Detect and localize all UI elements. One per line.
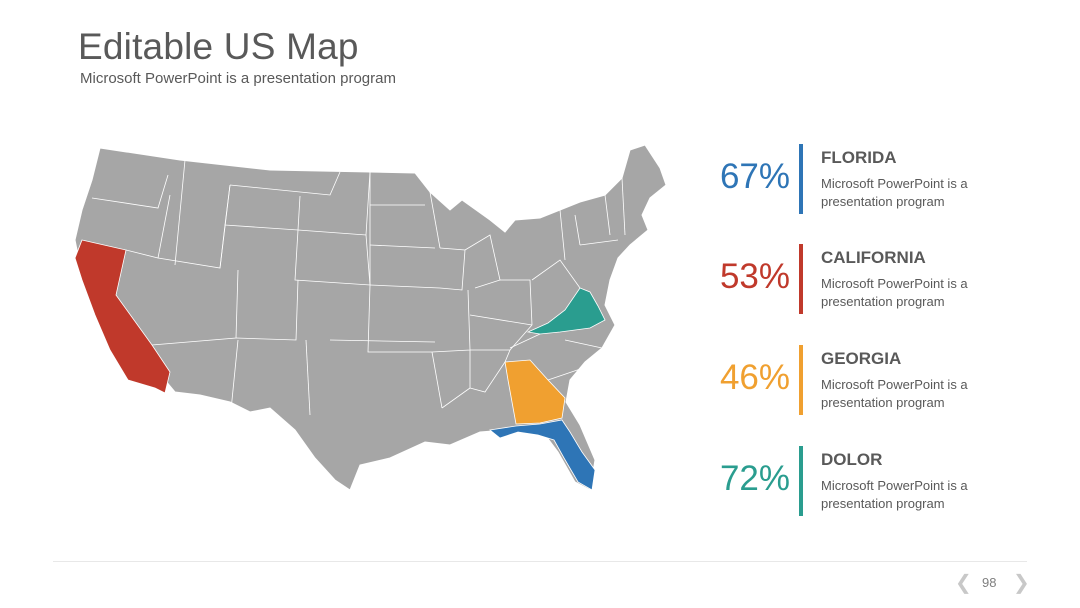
stat-percent: 67% [719, 157, 790, 196]
slide-title: Editable US Map [78, 26, 359, 67]
page-number: 98 [982, 575, 997, 590]
stat-description: Microsoft PowerPoint is a presentation p… [821, 377, 968, 410]
state-georgia [504, 359, 566, 425]
us-map [70, 140, 670, 505]
stat-name: CALIFORNIA [821, 248, 926, 267]
footer-divider [53, 561, 1027, 562]
state-virginia [526, 287, 606, 335]
chevron-left-icon[interactable]: ❮ [955, 572, 972, 594]
stat-bar [799, 244, 803, 314]
chevron-right-icon[interactable]: ❯ [1013, 572, 1030, 594]
stat-description: Microsoft PowerPoint is a presentation p… [821, 176, 968, 209]
stat-description: Microsoft PowerPoint is a presentation p… [821, 276, 968, 309]
stat-item: 53% CALIFORNIA Microsoft PowerPoint is a… [700, 242, 1040, 314]
stat-item: 46% GEORGIA Microsoft PowerPoint is a pr… [700, 343, 1040, 415]
state-florida [489, 419, 596, 491]
stat-percent: 46% [719, 358, 790, 397]
pager: ❮ 98 ❯ [955, 572, 1030, 596]
stat-percent: 53% [719, 257, 790, 296]
stat-item: 72% DOLOR Microsoft PowerPoint is a pres… [700, 444, 1040, 516]
stat-name: GEORGIA [821, 349, 902, 368]
stat-bar [799, 144, 803, 214]
stat-name: FLORIDA [821, 148, 897, 167]
stat-item: 67% FLORIDA Microsoft PowerPoint is a pr… [700, 142, 1040, 214]
slide-subtitle: Microsoft PowerPoint is a presentation p… [80, 70, 396, 87]
stat-description: Microsoft PowerPoint is a presentation p… [821, 478, 968, 511]
stat-name: DOLOR [821, 450, 883, 469]
state-california [74, 239, 171, 394]
stat-bar [799, 345, 803, 415]
us-map-svg [74, 144, 667, 491]
stat-percent: 72% [719, 459, 790, 498]
stat-bar [799, 446, 803, 516]
state-borders [91, 159, 626, 421]
